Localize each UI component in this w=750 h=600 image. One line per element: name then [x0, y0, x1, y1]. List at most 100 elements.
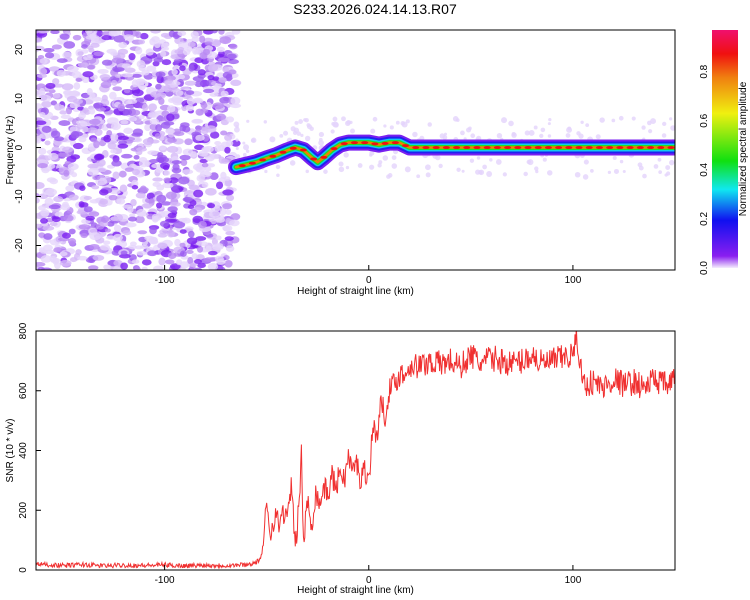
y-axis-label: Frequency (Hz): [5, 116, 16, 185]
noise-blob: [43, 233, 53, 240]
noise-blob: [166, 105, 176, 113]
noise-dot: [585, 123, 590, 128]
noise-blob: [48, 163, 56, 169]
noise-dot: [478, 170, 483, 175]
noise-blob: [153, 265, 164, 270]
noise-dot: [647, 120, 652, 126]
chart-title: S233.2026.024.14.13.R07: [293, 1, 457, 17]
noise-dot: [638, 165, 644, 171]
noise-blob: [93, 153, 104, 161]
heatmap-layer: [36, 30, 675, 270]
noise-dot: [386, 174, 391, 179]
noise-blob: [222, 189, 234, 196]
noise-blob: [166, 113, 175, 122]
noise-blob: [107, 142, 117, 150]
noise-blob: [101, 215, 110, 223]
noise-blob: [225, 230, 236, 236]
noise-dot: [289, 160, 296, 166]
noise-blob: [54, 103, 63, 111]
noise-blob: [110, 51, 119, 56]
noise-dot: [318, 131, 325, 138]
colorbar-tick-label: 0.2: [699, 212, 710, 226]
noise-blob: [61, 83, 74, 91]
noise-blob: [54, 136, 65, 142]
noise-blob: [77, 51, 84, 56]
noise-blob: [181, 217, 191, 224]
noise-blob: [192, 76, 204, 82]
noise-blob: [224, 134, 233, 142]
noise-blob: [158, 257, 166, 266]
noise-blob: [86, 88, 93, 96]
noise-dot: [539, 133, 544, 139]
noise-blob: [135, 46, 143, 55]
noise-blob: [193, 189, 204, 198]
noise-blob: [49, 222, 58, 227]
ridge-peak: [340, 142, 348, 146]
noise-blob: [109, 189, 121, 195]
ridge-peak: [657, 146, 665, 150]
noise-blob: [36, 135, 42, 144]
noise-blob: [40, 218, 48, 224]
noise-blob: [218, 156, 225, 164]
noise-blob: [136, 147, 147, 152]
noise-blob: [216, 259, 226, 265]
noise-dot: [622, 169, 626, 174]
noise-dot: [612, 156, 617, 161]
noise-blob: [40, 209, 50, 217]
ridge-peak: [412, 146, 420, 150]
noise-dot: [283, 130, 289, 136]
noise-blob: [79, 202, 89, 208]
noise-blob: [40, 255, 52, 263]
noise-blob: [122, 108, 133, 116]
noise-blob: [135, 97, 145, 103]
noise-blob: [152, 177, 163, 182]
ridge-peak: [330, 147, 338, 151]
noise-blob: [141, 69, 150, 76]
noise-blob: [120, 262, 128, 270]
noise-blob: [199, 52, 208, 60]
noise-dot: [607, 170, 612, 174]
noise-blob: [78, 224, 91, 230]
noise-blob: [82, 107, 89, 113]
noise-blob: [159, 145, 167, 151]
noise-blob: [208, 210, 221, 218]
noise-blob: [42, 225, 55, 231]
noise-blob: [73, 82, 81, 90]
noise-blob: [156, 184, 165, 191]
noise-blob: [193, 267, 203, 270]
noise-blob: [125, 222, 137, 228]
noise-blob: [106, 221, 115, 227]
noise-dot: [540, 127, 546, 133]
noise-blob: [218, 77, 227, 83]
noise-blob: [157, 211, 166, 219]
noise-blob: [220, 90, 229, 97]
colorbar-tick-label: 0.0: [699, 261, 710, 275]
noise-blob: [145, 48, 154, 56]
noise-blob: [207, 64, 219, 72]
noise-blob: [128, 244, 138, 250]
noise-dot: [269, 136, 276, 143]
ridge-peak: [381, 141, 389, 145]
noise-blob: [43, 244, 53, 252]
noise-blob: [230, 79, 242, 87]
noise-blob: [44, 197, 54, 206]
noise-blob: [171, 160, 182, 165]
noise-blob: [187, 41, 196, 48]
noise-dot: [496, 132, 503, 139]
noise-blob: [150, 91, 162, 98]
ridge-peak: [524, 146, 532, 150]
noise-blob: [203, 257, 216, 263]
colorbar-tick-label: 0.4: [699, 162, 710, 176]
noise-blob: [202, 134, 210, 142]
noise-blob: [41, 100, 52, 108]
noise-blob: [69, 257, 78, 263]
noise-blob: [88, 108, 96, 115]
noise-blob: [149, 226, 157, 235]
noise-dot: [345, 165, 350, 170]
noise-blob: [112, 233, 123, 242]
noise-blob: [132, 73, 142, 78]
noise-blob: [50, 100, 58, 106]
noise-blob: [118, 170, 127, 178]
noise-blob: [103, 264, 112, 270]
noise-blob: [211, 40, 222, 46]
